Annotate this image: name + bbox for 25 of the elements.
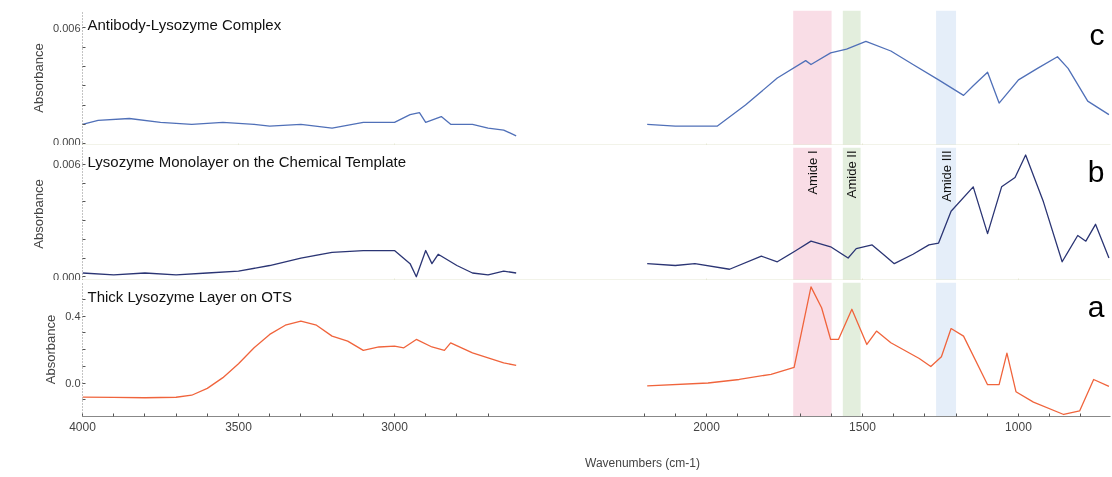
- x-tick-label: 3000: [381, 419, 409, 434]
- y-tick-label: 0.000: [52, 135, 81, 148]
- y-axis-title: Absorbance: [43, 314, 59, 385]
- chart-title: Thick Lysozyme Layer on OTS: [87, 287, 293, 305]
- y-axis-title: Absorbance: [30, 179, 46, 249]
- x-tick-label: 2000: [693, 419, 721, 434]
- y-tick-label: 0.4: [65, 310, 81, 322]
- band-label: Amide II: [844, 150, 860, 199]
- x-tick-label: 4000: [69, 419, 97, 434]
- y-tick-label: 0.006: [52, 21, 81, 34]
- annotation: c: [1089, 17, 1105, 51]
- chart-title: Lysozyme Monolayer on the Chemical Template: [87, 152, 406, 170]
- annotation: b: [1087, 154, 1105, 188]
- y-tick-label: 0.006: [52, 158, 81, 171]
- y-axis-title: Absorbance: [30, 43, 46, 113]
- band-label: Amide I: [804, 150, 820, 195]
- x-tick-label: 3500: [225, 419, 253, 434]
- band-label: Amide III: [938, 150, 954, 202]
- chart-title: Antibody-Lysozyme Complex: [87, 15, 282, 33]
- x-tick-label: 1500: [849, 419, 877, 434]
- x-axis-title: Wavenumbers (cm-1): [585, 455, 700, 470]
- y-tick-label: 0.0: [65, 377, 81, 389]
- x-tick-label: 1000: [1005, 419, 1033, 434]
- annotation: a: [1087, 289, 1105, 323]
- y-tick-label: 0.000: [52, 270, 81, 283]
